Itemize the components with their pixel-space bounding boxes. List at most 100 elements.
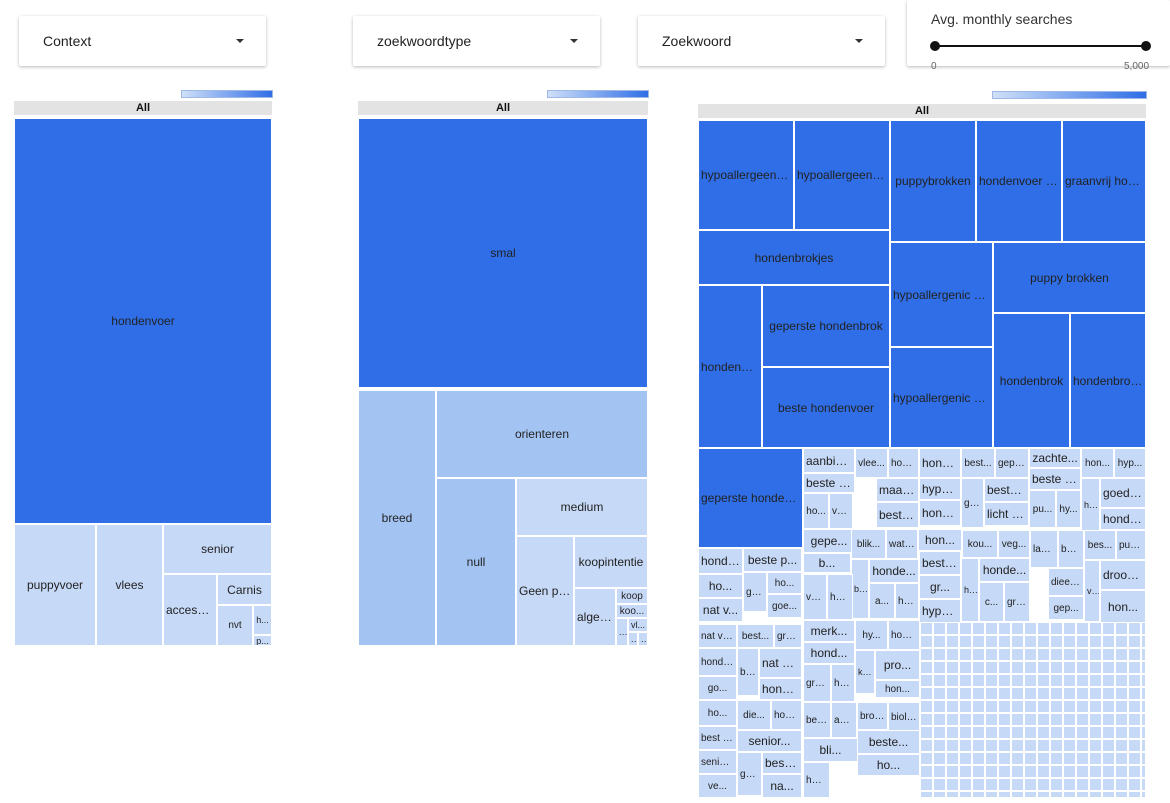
treemap-cell[interactable]: nat v... <box>698 598 743 622</box>
treemap-cell[interactable]: hy... <box>1056 490 1081 528</box>
treemap-cell[interactable]: koo... <box>616 604 648 618</box>
treemap-cell[interactable]: a... <box>869 583 895 619</box>
treemap-cell-small[interactable] <box>1141 791 1146 798</box>
treemap-cell-small[interactable] <box>1011 700 1024 713</box>
treemap-cell[interactable]: hon... <box>1081 448 1114 478</box>
treemap-cell-small[interactable] <box>972 635 985 648</box>
treemap-cell[interactable]: hypoa... <box>919 599 961 623</box>
treemap-cell-small[interactable] <box>1037 739 1050 752</box>
treemap-cell-small[interactable] <box>1128 778 1141 791</box>
treemap-cell-small[interactable] <box>1141 765 1146 778</box>
treemap-cell-small[interactable] <box>1050 635 1063 648</box>
treemap-cell-small[interactable] <box>1037 778 1050 791</box>
treemap-cell-small[interactable] <box>972 726 985 739</box>
treemap-cell[interactable]: best... <box>1058 530 1084 568</box>
treemap-cell-small[interactable] <box>998 739 1011 752</box>
treemap-cell-small[interactable] <box>933 674 946 687</box>
treemap-cell-small[interactable] <box>1102 739 1115 752</box>
treemap-cell-small[interactable] <box>1011 726 1024 739</box>
treemap-cell-small[interactable] <box>946 661 959 674</box>
treemap-cell-small[interactable] <box>1037 700 1050 713</box>
treemap-cell[interactable]: c... <box>979 582 1004 622</box>
treemap-cell[interactable]: merk... <box>803 620 855 642</box>
treemap-cell-small[interactable] <box>1024 726 1037 739</box>
treemap-cell-small[interactable] <box>1063 778 1076 791</box>
treemap-cell[interactable]: senior... <box>737 730 802 752</box>
treemap-cell-small[interactable] <box>1037 648 1050 661</box>
treemap-cell-small[interactable] <box>985 752 998 765</box>
treemap-cell[interactable]: hypoa... <box>919 478 961 500</box>
treemap-cell[interactable]: honden... <box>698 648 737 676</box>
treemap-cell-small[interactable] <box>985 635 998 648</box>
treemap-cell-small[interactable] <box>1089 635 1102 648</box>
treemap-cell[interactable]: geperste hondenbrok <box>762 285 890 367</box>
treemap-cell-small[interactable] <box>1024 635 1037 648</box>
treemap-cell-small[interactable] <box>920 622 933 635</box>
treemap-cell[interactable]: hypoallergenic ho... <box>890 347 993 448</box>
treemap-cell-small[interactable] <box>998 713 1011 726</box>
treemap-cell-small[interactable] <box>933 700 946 713</box>
treemap-cell-small[interactable] <box>1011 622 1024 635</box>
treemap-cell-small[interactable] <box>1050 778 1063 791</box>
treemap-cell-small[interactable] <box>1089 778 1102 791</box>
treemap-cell-small[interactable] <box>1050 713 1063 726</box>
treemap-cell[interactable]: pro... <box>875 650 920 680</box>
treemap-cell-small[interactable] <box>1128 765 1141 778</box>
treemap-cell[interactable]: hondenbrok... <box>1070 313 1146 448</box>
treemap-cell[interactable]: ... <box>616 618 628 646</box>
treemap-cell-small[interactable] <box>1102 687 1115 700</box>
treemap-cell-small[interactable] <box>972 752 985 765</box>
treemap-cell[interactable]: ho... <box>803 493 829 529</box>
treemap-cell-small[interactable] <box>1063 687 1076 700</box>
treemap-cell-small[interactable] <box>1011 778 1024 791</box>
treemap-cell-small[interactable] <box>959 661 972 674</box>
treemap-cell[interactable]: gepe... <box>995 448 1029 478</box>
treemap-cell-small[interactable] <box>1063 635 1076 648</box>
treemap-cell-small[interactable] <box>1115 713 1128 726</box>
treemap-cell-small[interactable] <box>1063 661 1076 674</box>
treemap-cell-small[interactable] <box>1076 778 1089 791</box>
treemap-cell-small[interactable] <box>920 791 933 798</box>
treemap-cell-small[interactable] <box>1128 713 1141 726</box>
treemap-cell-small[interactable] <box>1024 661 1037 674</box>
treemap-cell-small[interactable] <box>1115 648 1128 661</box>
treemap-cell[interactable]: koop <box>616 588 648 604</box>
treemap-cell[interactable]: hondenvo... <box>698 548 743 574</box>
treemap-cell[interactable]: graanv... <box>1004 582 1030 622</box>
treemap-cell[interactable]: go... <box>743 572 767 612</box>
treemap-cell[interactable]: blik... <box>851 529 886 559</box>
treemap-cell-small[interactable] <box>1024 713 1037 726</box>
treemap-cell[interactable]: puppyvoer <box>14 524 96 646</box>
treemap-cell-small[interactable] <box>920 765 933 778</box>
treemap-cell[interactable]: go... <box>698 676 737 700</box>
treemap-cell-small[interactable] <box>933 726 946 739</box>
treemap-cell[interactable]: algem... <box>574 588 616 646</box>
treemap-cell-small[interactable] <box>985 648 998 661</box>
treemap-cell-small[interactable] <box>1089 700 1102 713</box>
treemap-cell[interactable]: vlees <box>96 524 163 646</box>
treemap-cell[interactable]: hon... <box>1100 590 1146 624</box>
treemap-cell-small[interactable] <box>972 791 985 798</box>
treemap-cell-small[interactable] <box>920 778 933 791</box>
treemap-cell[interactable]: honde... <box>919 448 961 478</box>
treemap-cell[interactable]: smal <box>358 118 648 388</box>
treemap-cell-small[interactable] <box>946 713 959 726</box>
treemap-cell[interactable]: graanv... <box>803 664 831 702</box>
context-filter-dropdown[interactable]: Context <box>19 16 266 66</box>
treemap-cell[interactable]: vl... <box>628 618 648 632</box>
treemap-cell-small[interactable] <box>1076 674 1089 687</box>
treemap-cell[interactable]: veg... <box>998 530 1030 558</box>
treemap-cell-small[interactable] <box>959 713 972 726</box>
treemap-cell-small[interactable] <box>1102 713 1115 726</box>
treemap-cell[interactable]: honde... <box>888 620 920 650</box>
treemap-cell[interactable]: licht v... <box>984 502 1029 526</box>
treemap-cell-small[interactable] <box>946 635 959 648</box>
treemap-cell-small[interactable] <box>959 739 972 752</box>
treemap-cell-small[interactable] <box>1011 661 1024 674</box>
treemap-cell-small[interactable] <box>1024 778 1037 791</box>
treemap-cell-small[interactable] <box>972 739 985 752</box>
treemap-cell-small[interactable] <box>1128 791 1141 798</box>
treemap-cell[interactable]: pu... <box>1029 490 1056 528</box>
treemap-cell-small[interactable] <box>1050 791 1063 798</box>
treemap-cell-small[interactable] <box>972 622 985 635</box>
